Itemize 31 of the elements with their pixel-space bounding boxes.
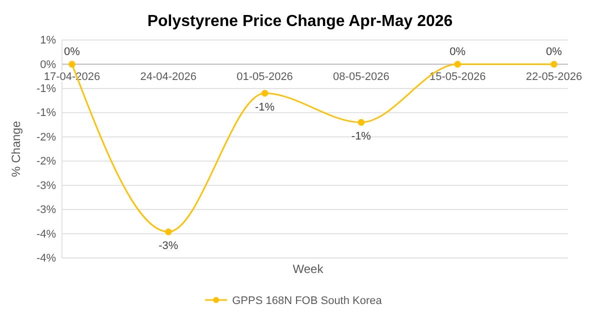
y-tick-label: -3% [36, 180, 56, 192]
x-tick-label: 01-05-2026 [236, 71, 293, 84]
y-tick-label: -2% [36, 156, 56, 168]
y-tick-label: -4% [36, 228, 56, 240]
data-label: -1% [351, 130, 372, 142]
x-tick-label: 15-05-2026 [429, 71, 486, 84]
x-tick-label: 08-05-2026 [333, 71, 390, 84]
data-label: -1% [255, 101, 275, 114]
point [550, 60, 558, 68]
x-tick-label: 24-04-2026 [140, 71, 197, 84]
data-label: 0% [450, 46, 466, 58]
chart-title: Polystyrene Price Change Apr-May 2026 [147, 13, 453, 30]
x-tick-label: 22-05-2026 [526, 71, 582, 84]
y-tick-label: -4% [36, 252, 56, 265]
point [68, 60, 76, 68]
y-tick-label: -2% [36, 131, 56, 144]
data-label: 0% [64, 46, 80, 58]
y-axis-title: % Change [9, 120, 23, 178]
y-tick-label: -1% [36, 82, 56, 95]
y-tick-label: -3% [36, 204, 56, 216]
legend-label: GPPS 168N FOB South Korea [232, 295, 383, 307]
point [261, 90, 268, 97]
point [165, 228, 172, 236]
point [454, 60, 461, 68]
point [358, 118, 365, 126]
y-tick-label: 0% [40, 58, 56, 71]
x-axis-title: Week [292, 262, 324, 276]
y-tick-label: 1% [40, 34, 56, 47]
data-label: -3% [158, 240, 178, 252]
y-tick-label: -1% [36, 107, 56, 120]
data-label: 0% [546, 46, 562, 58]
